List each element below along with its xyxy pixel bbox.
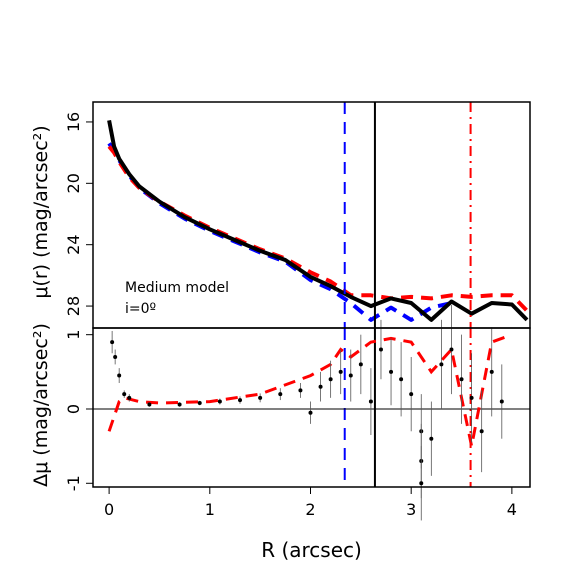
residual-point — [348, 373, 353, 378]
residual-point — [459, 377, 464, 382]
y-tick-label: 16 — [64, 112, 83, 132]
x-tick-label: 1 — [205, 500, 215, 519]
x-axis-label: R (arcsec) — [261, 538, 362, 562]
x-tick-label: 4 — [507, 500, 517, 519]
y-axis-label: μ(r) (mag/arcsec²) — [30, 125, 52, 298]
residual-point — [389, 369, 394, 374]
y-tick-label: 24 — [64, 235, 83, 255]
residual-point — [439, 362, 444, 367]
model-residual-line — [107, 333, 513, 447]
residual-point — [358, 362, 363, 367]
residual-point — [399, 377, 404, 382]
residual-point — [113, 354, 118, 359]
residual-point — [338, 369, 343, 374]
residual-point — [479, 429, 484, 434]
residual-point — [278, 392, 283, 397]
x-tick-label: 2 — [305, 500, 315, 519]
residual-point — [419, 481, 424, 486]
y-tick-label: 1 — [64, 330, 83, 340]
residual-point — [499, 399, 504, 404]
residual-point — [127, 395, 132, 400]
residual-point — [328, 377, 333, 382]
x-tick-label: 0 — [104, 500, 114, 519]
residual-point — [449, 347, 454, 352]
plot-frame — [92, 327, 531, 488]
residual-point — [147, 402, 152, 407]
residual-point — [368, 399, 373, 404]
residual-point — [489, 369, 494, 374]
x-tick-label: 3 — [406, 500, 416, 519]
y-tick-label: 20 — [64, 173, 83, 193]
y-tick-label: -1 — [64, 475, 83, 491]
residual-point — [378, 347, 383, 352]
annotation: i=0º — [125, 301, 156, 317]
residual-point — [308, 410, 313, 415]
residual-point — [197, 401, 202, 406]
residual-point — [298, 388, 303, 393]
profile-line — [107, 120, 529, 322]
residual-point — [117, 373, 122, 378]
residual-point — [469, 395, 474, 400]
residual-point — [409, 392, 414, 397]
y-tick-label: 28 — [64, 296, 83, 316]
residual-point — [110, 340, 115, 345]
residual-point — [217, 399, 222, 404]
residual-point — [122, 392, 127, 397]
residual-point — [238, 398, 243, 403]
residual-point — [258, 395, 263, 400]
residual-point — [177, 402, 182, 407]
residual-point — [318, 384, 323, 389]
residual-point — [429, 436, 434, 441]
annotation: Medium model — [125, 280, 229, 296]
y-axis-label: Δμ (mag/arcsec²) — [30, 323, 52, 487]
y-tick-label: 0 — [64, 404, 83, 414]
